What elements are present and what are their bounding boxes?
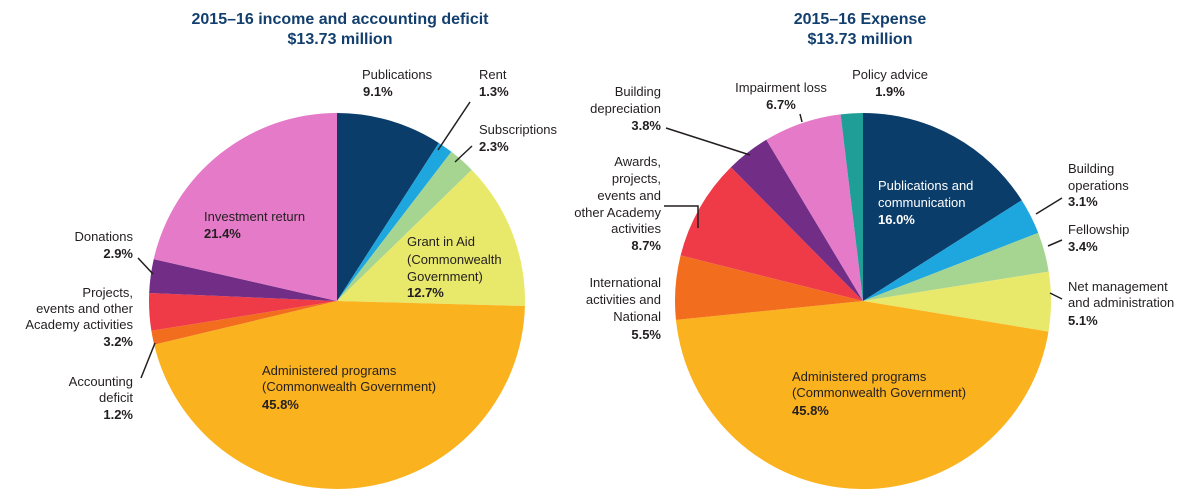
slice-percent-label: 12.7% — [407, 285, 444, 300]
pie-income: Publications 9.1% Rent 1.3% Subscriptions 2.3… — [25, 67, 558, 489]
pie-slice — [149, 259, 337, 301]
slice-label: Fellowship — [1068, 222, 1129, 237]
chart-title-income-main: 2015–16 income and accounting deficit — [191, 11, 489, 28]
slice-label: Projects, events and other Academy activit… — [25, 285, 133, 332]
leader-line — [664, 205, 699, 228]
slice-label: Building depreciation — [590, 84, 661, 116]
slice-percent-label: 45.8% — [262, 397, 299, 412]
slice-percent-label: 2.9% — [103, 246, 133, 261]
leader-line — [437, 101, 471, 151]
slice-label: Publications and communication — [878, 178, 973, 210]
pie-slice — [153, 113, 337, 301]
pie-expense: Publications and communication 16.0% Buildi… — [574, 67, 1174, 490]
chart-title-expense-total: $13.73 million — [807, 31, 913, 48]
slice-label: Grant in Aid (Commonwealth Government) — [407, 234, 502, 284]
slice-label: Building operations — [1068, 161, 1129, 193]
slice-label: Administered programs (Commonwealth Gover… — [262, 363, 436, 394]
slice-percent-label: 9.1% — [363, 84, 393, 99]
pie-slice — [675, 301, 1049, 490]
pie-slice — [154, 301, 525, 489]
slice-percent-label: 21.4% — [204, 226, 241, 241]
slice-label: Donations — [74, 229, 133, 244]
slice-label: International activities and National — [586, 275, 661, 324]
slice-label: Administered programs (Commonwealth Gover… — [792, 369, 966, 400]
slice-percent-label: 8.7% — [631, 238, 661, 253]
slice-label: Policy advice — [852, 67, 928, 82]
slice-label: Accounting deficit — [69, 374, 134, 405]
slice-percent-label: 3.2% — [103, 334, 133, 349]
leader-line — [454, 145, 473, 163]
slice-label: Impairment loss — [735, 80, 827, 95]
pie-slice — [730, 139, 863, 301]
leader-line — [1049, 292, 1063, 300]
pie-slice — [766, 114, 863, 301]
leader-line — [1047, 239, 1063, 247]
pie-slice — [675, 255, 863, 320]
pie-slice — [337, 169, 525, 307]
chart-title-expense-main: 2015–16 Expense — [793, 11, 927, 28]
slice-percent-label: 2.3% — [479, 139, 509, 154]
slice-label: Rent — [479, 67, 507, 82]
slice-percent-label: 3.8% — [631, 118, 661, 133]
slice-label: Net management and administration — [1068, 279, 1174, 310]
slice-label: Subscriptions — [479, 122, 558, 137]
slice-percent-label: 3.1% — [1068, 194, 1098, 209]
slice-percent-label: 1.2% — [103, 407, 133, 422]
slice-percent-label: 6.7% — [766, 97, 796, 112]
leader-line — [799, 113, 803, 123]
pie-slice — [337, 151, 472, 301]
pie-slice — [863, 232, 1049, 301]
pie-slice — [840, 113, 863, 301]
slice-label: Publications — [362, 67, 433, 82]
pie-slice — [863, 113, 1022, 301]
chart-title-income-total: $13.73 million — [287, 31, 393, 48]
pie-slice — [337, 113, 439, 301]
slice-percent-label: 1.3% — [479, 84, 509, 99]
leader-line — [137, 257, 154, 275]
leader-line — [140, 342, 156, 379]
slice-percent-label: 5.1% — [1068, 313, 1098, 328]
slice-label: Investment return — [204, 209, 305, 224]
pie-slice — [149, 293, 337, 331]
slice-percent-label: 3.4% — [1068, 239, 1098, 254]
pie-slice — [680, 167, 863, 301]
pie-slice — [337, 142, 452, 301]
pie-slice — [863, 271, 1052, 332]
leader-line — [1035, 197, 1063, 215]
slice-percent-label: 5.5% — [631, 327, 661, 342]
pie-slice — [863, 200, 1039, 301]
slice-percent-label: 16.0% — [878, 212, 915, 227]
leader-line — [665, 127, 751, 156]
slice-percent-label: 45.8% — [792, 403, 829, 418]
slice-percent-label: 1.9% — [875, 84, 905, 99]
pie-slice — [151, 301, 337, 345]
chart-title-income: 2015–16 income and accounting deficit $1… — [110, 10, 570, 50]
chart-title-expense: 2015–16 Expense $13.73 million — [630, 10, 1090, 50]
slice-label: Awards, projects, events and other Academy a… — [574, 154, 661, 236]
